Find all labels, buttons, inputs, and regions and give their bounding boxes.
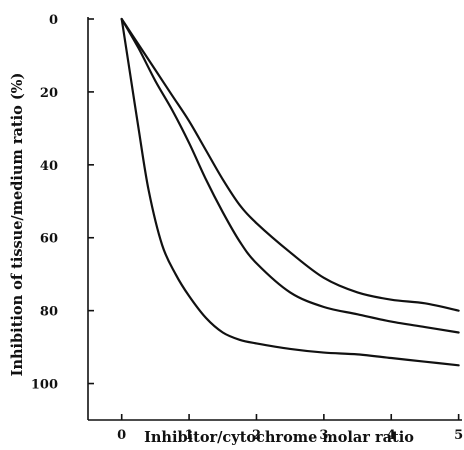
y-tick-label: 40 [40,159,58,174]
y-tick-label: 20 [40,86,58,101]
y-axis-ticks: 0 20 40 60 80 100 [31,13,94,393]
y-axis-label: Inhibition of tissue/medium ratio (%) [9,73,26,377]
y-tick-label: 60 [40,232,58,247]
x-axis-label: Inhibitor/cytochrome molar ratio [144,429,414,446]
y-tick-label: 0 [49,13,58,28]
x-tick-label: 5 [454,428,463,443]
y-tick-label: 80 [40,305,58,320]
y-tick-label: 100 [31,378,58,393]
x-tick-label: 0 [117,428,126,443]
series-line-3 [122,19,459,365]
series-group [122,19,459,365]
series-line-2 [122,19,459,333]
